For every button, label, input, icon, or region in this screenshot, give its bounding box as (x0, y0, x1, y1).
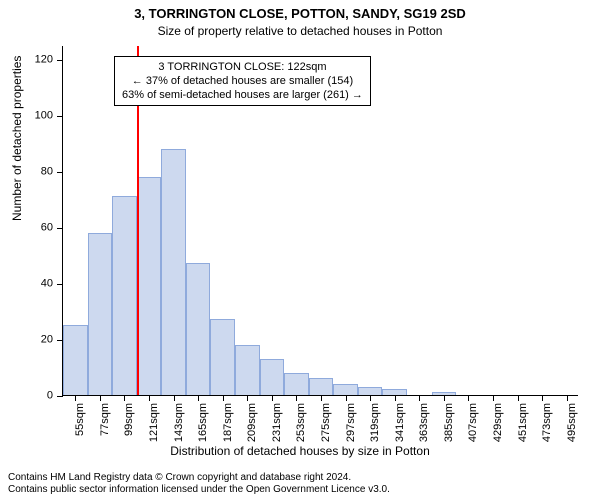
x-tick (272, 395, 273, 401)
x-tick-label: 451sqm (518, 403, 529, 442)
x-tick-label: 407sqm (468, 403, 479, 442)
x-tick-label: 275sqm (321, 403, 332, 442)
footer-line-1: Contains HM Land Registry data © Crown c… (8, 472, 390, 484)
x-tick (419, 395, 420, 401)
footer-attribution: Contains HM Land Registry data © Crown c… (8, 472, 390, 496)
x-tick (468, 395, 469, 401)
x-tick-label: 77sqm (100, 403, 111, 436)
x-tick-label: 319sqm (370, 403, 381, 442)
bar (333, 384, 358, 395)
y-tick-label: 100 (35, 111, 53, 122)
y-tick-label: 40 (41, 279, 53, 290)
bar (210, 319, 235, 395)
x-tick (198, 395, 199, 401)
x-tick (321, 395, 322, 401)
chart-subtitle: Size of property relative to detached ho… (0, 24, 600, 38)
y-axis-label: Number of detached properties (10, 56, 24, 221)
x-tick (567, 395, 568, 401)
bar (63, 325, 88, 395)
x-tick-label: 143sqm (174, 403, 185, 442)
y-tick (57, 60, 63, 61)
bar (309, 378, 334, 395)
x-tick-label: 231sqm (272, 403, 283, 442)
x-tick (75, 395, 76, 401)
chart-container: 3, TORRINGTON CLOSE, POTTON, SANDY, SG19… (0, 0, 600, 500)
x-tick (149, 395, 150, 401)
x-tick (346, 395, 347, 401)
footer-line-2: Contains public sector information licen… (8, 484, 390, 496)
y-tick-label: 0 (47, 391, 53, 402)
y-tick-label: 20 (41, 335, 53, 346)
y-tick (57, 284, 63, 285)
x-tick (124, 395, 125, 401)
bar (88, 233, 113, 395)
x-tick (100, 395, 101, 401)
chart-title: 3, TORRINGTON CLOSE, POTTON, SANDY, SG19… (0, 6, 600, 21)
y-tick-label: 80 (41, 167, 53, 178)
bar (112, 196, 137, 395)
x-tick-label: 341sqm (395, 403, 406, 442)
x-tick (518, 395, 519, 401)
bar (284, 373, 309, 395)
y-tick (57, 228, 63, 229)
y-tick (57, 172, 63, 173)
bar (358, 387, 383, 395)
y-tick-label: 60 (41, 223, 53, 234)
x-tick (174, 395, 175, 401)
x-tick-label: 297sqm (346, 403, 357, 442)
x-tick-label: 495sqm (567, 403, 578, 442)
bar (186, 263, 211, 395)
x-tick-label: 253sqm (296, 403, 307, 442)
x-tick-label: 473sqm (542, 403, 553, 442)
annotation-line: 3 TORRINGTON CLOSE: 122sqm (122, 60, 363, 74)
bar (235, 345, 260, 395)
annotation-line: ← 37% of detached houses are smaller (15… (122, 74, 363, 88)
annotation-box: 3 TORRINGTON CLOSE: 122sqm← 37% of detac… (114, 56, 371, 106)
x-tick (223, 395, 224, 401)
x-tick (296, 395, 297, 401)
y-tick (57, 340, 63, 341)
x-tick-label: 187sqm (223, 403, 234, 442)
x-tick (370, 395, 371, 401)
bar (260, 359, 285, 395)
y-tick (57, 116, 63, 117)
x-axis-label: Distribution of detached houses by size … (0, 444, 600, 458)
annotation-line: 63% of semi-detached houses are larger (… (122, 88, 363, 102)
x-tick-label: 165sqm (198, 403, 209, 442)
x-tick-label: 385sqm (444, 403, 455, 442)
bar (137, 177, 162, 395)
x-tick (444, 395, 445, 401)
x-tick (395, 395, 396, 401)
x-tick (542, 395, 543, 401)
x-tick-label: 429sqm (493, 403, 504, 442)
x-tick-label: 99sqm (124, 403, 135, 436)
x-tick-label: 121sqm (149, 403, 160, 442)
x-tick (247, 395, 248, 401)
y-tick-label: 120 (35, 55, 53, 66)
x-tick-label: 209sqm (247, 403, 258, 442)
bar (161, 149, 186, 395)
y-tick (57, 396, 63, 397)
x-tick-label: 363sqm (419, 403, 430, 442)
x-tick (493, 395, 494, 401)
x-tick-label: 55sqm (75, 403, 86, 436)
